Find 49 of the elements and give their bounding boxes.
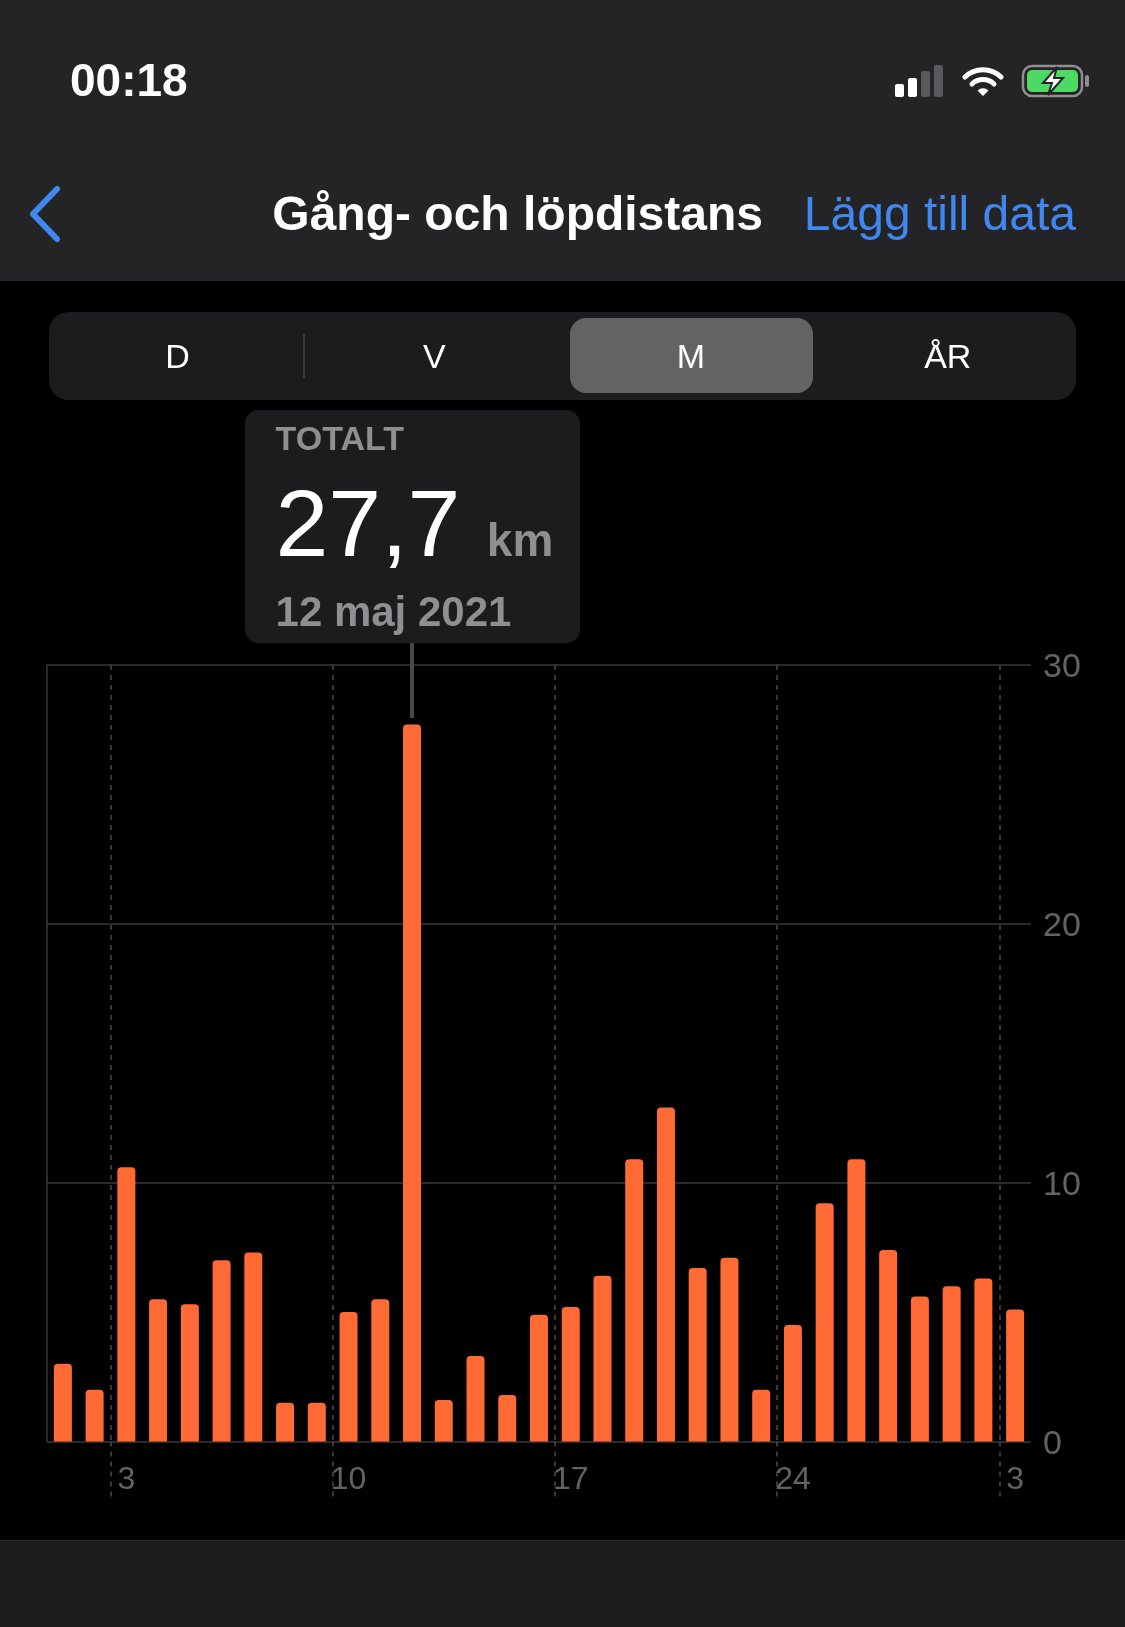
bar: [625, 1159, 644, 1442]
bar: [656, 1107, 675, 1442]
bar: [307, 1402, 326, 1442]
bar: [720, 1257, 739, 1442]
bar: [149, 1299, 168, 1442]
x-tick-label: 10: [330, 1459, 367, 1496]
x-tick-label: 24: [775, 1459, 811, 1496]
bar: [339, 1312, 358, 1442]
bar: [847, 1159, 866, 1442]
bar: [879, 1249, 898, 1442]
x-tick-label: 3: [117, 1459, 136, 1496]
text: M: [675, 336, 707, 376]
bar: [1006, 1309, 1025, 1442]
y-tick-label: 0: [1043, 1422, 1062, 1461]
bar: [180, 1304, 199, 1442]
bar: [530, 1314, 548, 1442]
bar: [815, 1203, 834, 1442]
bar: [498, 1394, 517, 1442]
bar: [752, 1389, 771, 1442]
bar: [53, 1363, 72, 1442]
bar: [244, 1252, 263, 1442]
y-tick-label: 30: [1043, 646, 1081, 684]
text: Lägg till data: [803, 186, 1076, 242]
x-tick-label: 3: [1006, 1459, 1025, 1496]
y-tick-label: 20: [1043, 904, 1081, 943]
y-tick-label: 10: [1043, 1163, 1081, 1202]
bar: [910, 1296, 929, 1442]
text: 00:18: [70, 54, 188, 106]
bar: [593, 1275, 612, 1442]
bar: [276, 1402, 295, 1442]
callout: TOTALT 27,7 km 12 maj 2021: [244, 410, 580, 643]
text: D: [164, 336, 191, 376]
bar: [466, 1356, 485, 1442]
bar: [974, 1278, 993, 1442]
bar: [117, 1167, 136, 1442]
annotation: TOTALT 27,7 km 12 maj 2021: [275, 418, 554, 637]
bar: [783, 1325, 802, 1442]
bar: [434, 1400, 453, 1442]
text: V: [421, 336, 447, 376]
bar: [561, 1306, 580, 1442]
chart-title: Gång- och löpdistans: [272, 186, 763, 242]
bar: [403, 724, 422, 1442]
text: ÅR: [923, 336, 973, 376]
bar: [942, 1286, 961, 1442]
bar: [212, 1260, 231, 1442]
bar: [85, 1389, 104, 1442]
x-tick-label: 17: [552, 1459, 589, 1496]
bar: [371, 1299, 390, 1442]
bar: [688, 1268, 707, 1442]
